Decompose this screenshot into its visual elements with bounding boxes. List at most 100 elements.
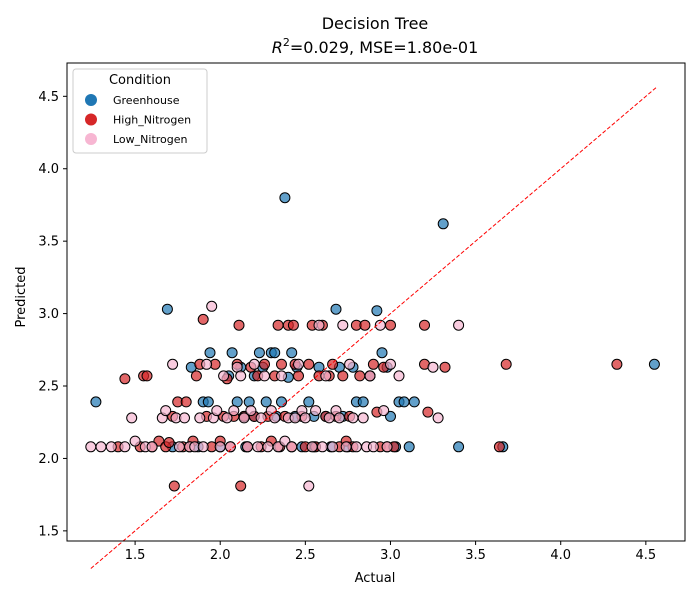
data-point-low-nitrogen [252,441,264,453]
data-point-greenhouse [286,347,298,359]
data-point-low-nitrogen [105,441,117,453]
reference-line [90,87,657,569]
data-point-high-nitrogen [287,319,299,331]
data-point-low-nitrogen [224,441,236,453]
data-point-greenhouse [453,441,465,453]
data-point-low-nitrogen [238,412,250,424]
data-point-low-nitrogen [367,441,379,453]
y-tick-label: 2.5 [38,380,59,395]
data-point-low-nitrogen [179,412,190,424]
data-point-low-nitrogen [347,412,359,424]
y-tick-label: 1.5 [38,524,59,539]
data-point-low-nitrogen [262,441,274,453]
data-point-low-nitrogen [344,358,356,370]
y-tick-label: 4.0 [38,162,59,177]
data-point-low-nitrogen [228,405,240,417]
legend-frame [72,68,208,154]
legend-marker-high-nitrogen [85,113,97,126]
data-point-high-nitrogen [359,319,371,331]
data-point-low-nitrogen [303,480,315,492]
data-point-greenhouse [403,441,415,453]
data-point-high-nitrogen [276,358,287,370]
points-layer [85,87,660,569]
data-point-greenhouse [357,396,369,408]
data-point-low-nitrogen [255,412,267,424]
data-point-high-nitrogen [422,406,434,418]
subtitle-r-exponent: 2 [283,36,290,49]
data-point-low-nitrogen [221,412,233,424]
data-point-greenhouse [303,396,315,408]
data-point-low-nitrogen [364,370,376,382]
y-tick-label: 4.5 [38,90,59,105]
data-point-low-nitrogen [276,370,287,382]
data-point-greenhouse [253,347,265,359]
data-point-low-nitrogen [378,405,390,417]
legend-label-low-nitrogen: Low_Nitrogen [113,133,188,146]
data-point-high-nitrogen [303,358,315,370]
data-point-high-nitrogen [354,370,366,382]
data-point-low-nitrogen [453,319,465,331]
data-point-high-nitrogen [163,437,175,448]
data-point-high-nitrogen [119,373,131,385]
legend-label-high-nitrogen: High_Nitrogen [113,114,191,127]
x-tick-label: 4.5 [635,548,656,563]
data-point-low-nitrogen [218,370,230,382]
subtitle-r-symbol: R [272,38,283,57]
chart-subtitle: R2=0.029, MSE=1.80e-01 [272,36,479,57]
data-point-low-nitrogen [194,412,206,424]
data-point-greenhouse [202,396,214,408]
data-point-low-nitrogen [350,441,362,453]
data-point-greenhouse [437,218,449,230]
data-point-high-nitrogen [141,370,153,382]
data-point-greenhouse [226,347,238,359]
data-point-low-nitrogen [197,441,209,453]
data-point-low-nitrogen [214,441,226,453]
data-point-high-nitrogen [235,480,247,492]
data-point-low-nitrogen [327,441,339,453]
data-point-high-nitrogen [180,396,192,408]
data-point-low-nitrogen [211,405,223,417]
data-point-greenhouse [376,347,388,359]
legend: Condition Greenhouse High_Nitrogen Low_Nitr… [72,68,208,154]
y-axis-label: Predicted [14,266,29,327]
plot-frame [66,62,686,542]
data-point-low-nitrogen [242,441,253,453]
data-point-low-nitrogen [320,370,332,382]
data-point-low-nitrogen [299,412,311,424]
data-point-low-nitrogen [393,370,405,382]
data-point-low-nitrogen [206,300,218,312]
data-point-greenhouse [398,396,410,408]
data-point-low-nitrogen [119,441,131,453]
data-point-high-nitrogen [272,319,284,331]
data-point-greenhouse [371,305,383,317]
x-tick-label: 3.0 [380,548,401,563]
data-point-high-nitrogen [493,441,505,453]
x-axis-label: Actual [355,571,396,586]
x-tick-label: 3.5 [465,548,486,563]
data-point-high-nitrogen [197,313,209,325]
data-point-high-nitrogen [419,319,430,331]
x-tick-label: 1.5 [125,548,146,563]
data-point-low-nitrogen [340,441,352,453]
data-point-greenhouse [90,396,102,408]
data-point-low-nitrogen [385,358,396,370]
data-point-low-nitrogen [313,319,325,331]
data-point-high-nitrogen [327,358,339,370]
data-point-low-nitrogen [269,412,281,424]
data-point-low-nitrogen [85,441,97,453]
data-point-low-nitrogen [381,441,393,453]
data-point-high-nitrogen [233,319,245,331]
data-point-low-nitrogen [235,370,247,382]
legend-label-greenhouse: Greenhouse [113,94,180,107]
data-point-low-nitrogen [286,441,298,453]
data-point-low-nitrogen [374,319,386,331]
data-point-high-nitrogen [367,358,379,370]
data-point-low-nitrogen [129,435,141,447]
data-point-low-nitrogen [293,358,304,370]
data-point-low-nitrogen [248,358,260,370]
data-point-low-nitrogen [167,358,179,370]
data-point-greenhouse [408,396,420,408]
data-point-high-nitrogen [259,358,270,370]
data-point-high-nitrogen [337,370,349,382]
x-tick-label: 2.5 [295,548,316,563]
